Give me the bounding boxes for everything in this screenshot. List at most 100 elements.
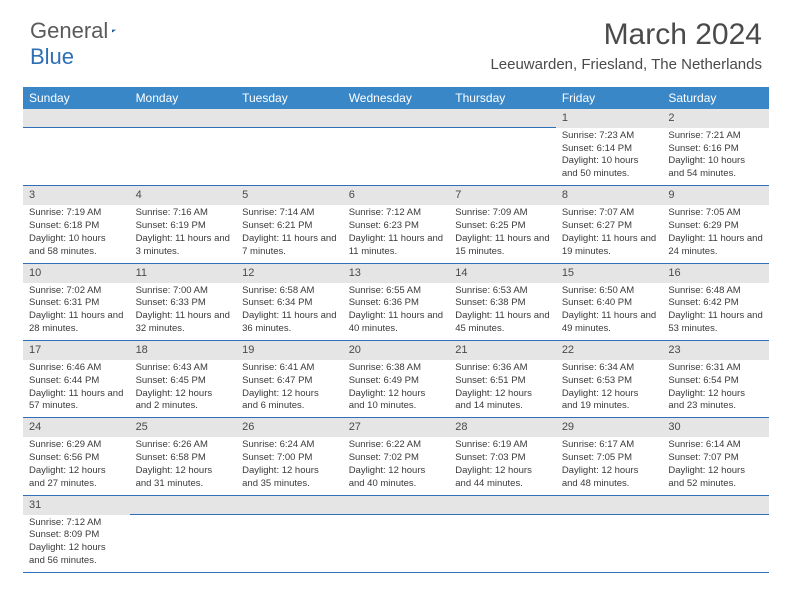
- month-title: March 2024: [490, 18, 762, 52]
- day-number-cell: [343, 109, 450, 128]
- day-cell: Sunrise: 7:21 AMSunset: 6:16 PMDaylight:…: [662, 128, 769, 186]
- day-cell: Sunrise: 6:22 AMSunset: 7:02 PMDaylight:…: [343, 437, 450, 495]
- weekday-header: Friday: [556, 87, 663, 109]
- daylight-line: Daylight: 11 hours and 57 minutes.: [29, 388, 124, 414]
- daylight-line: Daylight: 11 hours and 49 minutes.: [562, 310, 657, 336]
- daylight-line: Daylight: 12 hours and 44 minutes.: [455, 465, 550, 491]
- sunrise-line: Sunrise: 7:05 AM: [668, 207, 763, 220]
- day-cell: Sunrise: 6:43 AMSunset: 6:45 PMDaylight:…: [130, 360, 237, 418]
- daylight-line: Daylight: 12 hours and 14 minutes.: [455, 388, 550, 414]
- daylight-line: Daylight: 11 hours and 7 minutes.: [242, 233, 337, 259]
- daylight-line: Daylight: 11 hours and 53 minutes.: [668, 310, 763, 336]
- weekday-header: Tuesday: [236, 87, 343, 109]
- sunset-line: Sunset: 6:49 PM: [349, 375, 444, 388]
- day-cell: Sunrise: 6:14 AMSunset: 7:07 PMDaylight:…: [662, 437, 769, 495]
- day-number-cell: 1: [556, 109, 663, 128]
- daylight-line: Daylight: 11 hours and 45 minutes.: [455, 310, 550, 336]
- day-number-cell: [236, 495, 343, 514]
- sunrise-line: Sunrise: 7:21 AM: [668, 130, 763, 143]
- day-number-row: 3456789: [23, 186, 769, 205]
- day-cell: Sunrise: 6:58 AMSunset: 6:34 PMDaylight:…: [236, 283, 343, 341]
- sunset-line: Sunset: 6:40 PM: [562, 297, 657, 310]
- calendar-table: SundayMondayTuesdayWednesdayThursdayFrid…: [23, 87, 769, 573]
- day-cell: [236, 128, 343, 186]
- sunrise-line: Sunrise: 7:23 AM: [562, 130, 657, 143]
- day-number-cell: 7: [449, 186, 556, 205]
- sunrise-line: Sunrise: 7:19 AM: [29, 207, 124, 220]
- day-number-cell: 8: [556, 186, 663, 205]
- day-number-cell: 19: [236, 341, 343, 360]
- day-number-cell: 10: [23, 263, 130, 282]
- daylight-line: Daylight: 11 hours and 32 minutes.: [136, 310, 231, 336]
- day-number-cell: 28: [449, 418, 556, 437]
- sunset-line: Sunset: 6:56 PM: [29, 452, 124, 465]
- day-number-cell: 16: [662, 263, 769, 282]
- day-content-row: Sunrise: 7:23 AMSunset: 6:14 PMDaylight:…: [23, 128, 769, 186]
- day-cell: Sunrise: 6:48 AMSunset: 6:42 PMDaylight:…: [662, 283, 769, 341]
- day-number-row: 12: [23, 109, 769, 128]
- sunrise-line: Sunrise: 6:24 AM: [242, 439, 337, 452]
- header: General March 2024 Leeuwarden, Friesland…: [0, 0, 792, 79]
- sunset-line: Sunset: 6:34 PM: [242, 297, 337, 310]
- day-cell: [130, 128, 237, 186]
- sunrise-line: Sunrise: 6:41 AM: [242, 362, 337, 375]
- sunset-line: Sunset: 6:58 PM: [136, 452, 231, 465]
- day-cell: Sunrise: 7:14 AMSunset: 6:21 PMDaylight:…: [236, 205, 343, 263]
- sunrise-line: Sunrise: 6:50 AM: [562, 285, 657, 298]
- day-number-cell: 30: [662, 418, 769, 437]
- day-cell: Sunrise: 6:17 AMSunset: 7:05 PMDaylight:…: [556, 437, 663, 495]
- sunset-line: Sunset: 6:53 PM: [562, 375, 657, 388]
- day-content-row: Sunrise: 6:29 AMSunset: 6:56 PM Daylight:…: [23, 437, 769, 495]
- daylight-line: Daylight: 11 hours and 36 minutes.: [242, 310, 337, 336]
- day-number-cell: 21: [449, 341, 556, 360]
- sunset-line: Sunset: 6:23 PM: [349, 220, 444, 233]
- sunrise-line: Sunrise: 6:53 AM: [455, 285, 550, 298]
- day-number-cell: 14: [449, 263, 556, 282]
- location: Leeuwarden, Friesland, The Netherlands: [490, 56, 762, 73]
- sunrise-line: Sunrise: 6:46 AM: [29, 362, 124, 375]
- sunrise-line: Sunrise: 6:43 AM: [136, 362, 231, 375]
- sunrise-line: Sunrise: 6:55 AM: [349, 285, 444, 298]
- day-content-row: Sunrise: 6:46 AMSunset: 6:44 PMDaylight:…: [23, 360, 769, 418]
- day-cell: Sunrise: 6:19 AMSunset: 7:03 PMDaylight:…: [449, 437, 556, 495]
- day-cell: Sunrise: 6:24 AMSunset: 7:00 PMDaylight:…: [236, 437, 343, 495]
- day-cell: Sunrise: 7:19 AMSunset: 6:18 PMDaylight:…: [23, 205, 130, 263]
- sunset-line: Sunset: 6:51 PM: [455, 375, 550, 388]
- daylight-line: Daylight: 12 hours and 6 minutes.: [242, 388, 337, 414]
- sunset-line: Sunset: 7:00 PM: [242, 452, 337, 465]
- sunrise-line: Sunrise: 6:48 AM: [668, 285, 763, 298]
- sunset-line: Sunset: 6:27 PM: [562, 220, 657, 233]
- daylight-line: Daylight: 11 hours and 19 minutes.: [562, 233, 657, 259]
- day-cell: Sunrise: 6:26 AMSunset: 6:58 PMDaylight:…: [130, 437, 237, 495]
- daylight-line: Daylight: 12 hours and 19 minutes.: [562, 388, 657, 414]
- sunrise-line: Sunrise: 7:02 AM: [29, 285, 124, 298]
- day-cell: Sunrise: 7:12 AMSunset: 6:23 PMDaylight:…: [343, 205, 450, 263]
- sunrise-line: Sunrise: 6:19 AM: [455, 439, 550, 452]
- sunrise-line: Sunrise: 6:36 AM: [455, 362, 550, 375]
- day-number-cell: [236, 109, 343, 128]
- daylight-line: Daylight: 12 hours and 31 minutes.: [136, 465, 231, 491]
- sunrise-line: Sunrise: 6:17 AM: [562, 439, 657, 452]
- day-cell: Sunrise: 6:53 AMSunset: 6:38 PMDaylight:…: [449, 283, 556, 341]
- sunset-line: Sunset: 6:19 PM: [136, 220, 231, 233]
- sunset-line: Sunset: 6:18 PM: [29, 220, 124, 233]
- day-cell: [662, 515, 769, 573]
- day-number-cell: [130, 495, 237, 514]
- daylight-line: Daylight: 12 hours and 2 minutes.: [136, 388, 231, 414]
- daylight-line: Daylight: 12 hours and 48 minutes.: [562, 465, 657, 491]
- sunrise-line: Sunrise: 6:58 AM: [242, 285, 337, 298]
- sunset-line: Sunset: 6:54 PM: [668, 375, 763, 388]
- day-number-cell: 23: [662, 341, 769, 360]
- day-cell: Sunrise: 6:36 AMSunset: 6:51 PMDaylight:…: [449, 360, 556, 418]
- sunset-line: Sunset: 7:07 PM: [668, 452, 763, 465]
- sunset-line: Sunset: 8:09 PM: [29, 529, 124, 542]
- sunrise-line: Sunrise: 6:29 AM: [29, 439, 124, 452]
- daylight-line: Daylight: 12 hours and 40 minutes.: [349, 465, 444, 491]
- day-number-cell: [449, 495, 556, 514]
- sunset-line: Sunset: 6:47 PM: [242, 375, 337, 388]
- day-number-cell: 31: [23, 495, 130, 514]
- sunrise-line: Sunrise: 7:07 AM: [562, 207, 657, 220]
- day-cell: [449, 515, 556, 573]
- day-number-cell: [130, 109, 237, 128]
- day-number-cell: 17: [23, 341, 130, 360]
